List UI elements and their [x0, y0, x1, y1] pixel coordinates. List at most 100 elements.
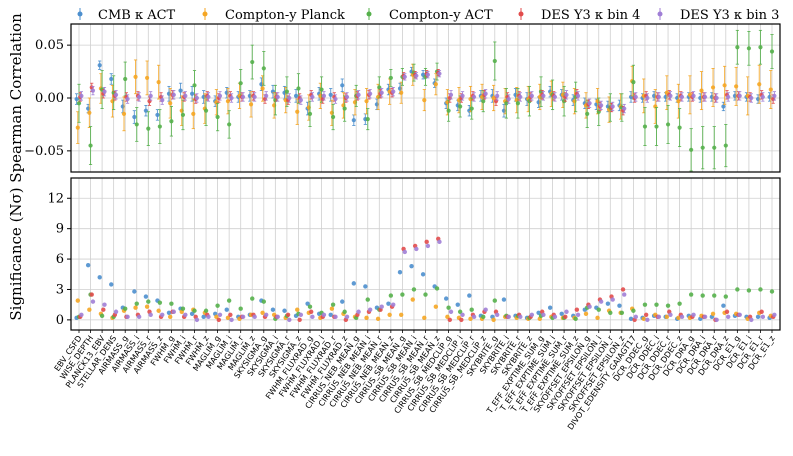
significance-point — [307, 304, 313, 309]
significance-point — [726, 314, 731, 320]
significance-point — [628, 316, 634, 322]
significance-point — [455, 302, 460, 307]
data-point — [368, 91, 373, 96]
significance-point — [310, 314, 315, 320]
data-point — [599, 103, 604, 108]
significance-point — [402, 249, 407, 255]
data-point — [642, 124, 648, 129]
legend-entry-compton-planck: Compton-y Planck — [202, 8, 345, 23]
data-point — [225, 99, 231, 104]
significance-point — [364, 315, 369, 321]
significance-point — [559, 311, 564, 316]
significance-point — [469, 307, 474, 312]
data-point — [287, 95, 292, 101]
bottom-series-4 — [79, 239, 777, 323]
data-point — [402, 74, 407, 79]
data-point — [734, 84, 739, 89]
data-point — [492, 58, 497, 64]
significance-point — [448, 309, 454, 314]
data-point — [425, 72, 430, 77]
significance-point — [298, 312, 304, 317]
bottom-y-axis-label: Significance (Nσ) — [7, 187, 25, 320]
bottom-ytick-label: 12 — [47, 191, 64, 206]
data-point — [472, 94, 477, 100]
significance-point — [183, 312, 188, 317]
significance-point — [434, 286, 440, 291]
significance-point — [414, 246, 419, 252]
legend-marker-des-bin4 — [518, 11, 524, 17]
significance-point — [330, 302, 336, 307]
significance-point — [749, 317, 754, 323]
data-point — [241, 94, 246, 100]
significance-point — [492, 298, 497, 303]
data-point — [481, 99, 486, 104]
significance-point — [148, 312, 153, 317]
significance-point — [168, 314, 173, 320]
significance-point — [457, 309, 463, 314]
significance-point — [758, 287, 763, 292]
data-point — [365, 117, 370, 122]
data-point — [364, 99, 369, 104]
significance-point — [240, 314, 246, 320]
data-point — [227, 122, 232, 127]
significance-point — [89, 292, 94, 297]
bottom-panel-grid — [71, 178, 780, 330]
significance-point — [664, 314, 670, 320]
data-point — [160, 98, 165, 103]
legend-marker-compton-act — [366, 11, 372, 17]
data-point — [676, 99, 681, 104]
data-point — [735, 45, 740, 50]
data-point — [422, 98, 427, 103]
significance-point — [146, 299, 151, 304]
significance-point — [573, 316, 578, 322]
significance-point — [420, 272, 426, 277]
data-point — [134, 122, 139, 127]
significance-point — [460, 312, 465, 317]
significance-point — [397, 270, 403, 275]
data-point — [295, 109, 300, 114]
data-point — [469, 106, 474, 111]
data-point — [677, 125, 682, 130]
data-point — [726, 94, 731, 100]
data-point — [758, 45, 763, 50]
significance-point — [226, 298, 232, 303]
significance-point — [760, 314, 766, 320]
significance-point — [206, 314, 211, 320]
data-point — [703, 94, 708, 100]
significance-point — [410, 297, 415, 302]
significance-point — [136, 314, 142, 320]
significance-point — [399, 312, 404, 317]
significance-point — [700, 293, 705, 298]
significance-point — [583, 311, 589, 316]
significance-point — [375, 316, 381, 322]
legend-entry-cmb: CMB κ ACT — [77, 8, 176, 23]
significance-point — [252, 314, 257, 320]
significance-point — [769, 289, 775, 294]
bottom-ytick-label: 3 — [56, 282, 64, 297]
significance-point — [79, 312, 84, 317]
data-point — [90, 88, 96, 93]
significance-point — [132, 289, 137, 294]
data-point — [610, 104, 615, 109]
data-point — [183, 93, 188, 98]
data-point — [679, 94, 685, 100]
top-ytick-label: −0.05 — [24, 144, 64, 159]
data-point — [552, 94, 558, 100]
significance-point — [676, 315, 681, 321]
legend-marker-des-bin3 — [657, 11, 663, 17]
data-point — [76, 101, 82, 106]
significance-point — [75, 298, 81, 303]
significance-point — [642, 302, 648, 307]
significance-point — [491, 317, 496, 323]
significance-point — [444, 296, 449, 301]
data-point — [87, 110, 92, 115]
data-point — [296, 86, 301, 91]
data-point — [102, 89, 107, 94]
significance-point — [143, 294, 149, 299]
significance-point — [610, 297, 615, 302]
data-point — [760, 94, 765, 100]
data-point — [665, 122, 671, 127]
significance-point — [746, 288, 752, 293]
significance-point — [564, 309, 569, 314]
data-point — [723, 143, 728, 148]
